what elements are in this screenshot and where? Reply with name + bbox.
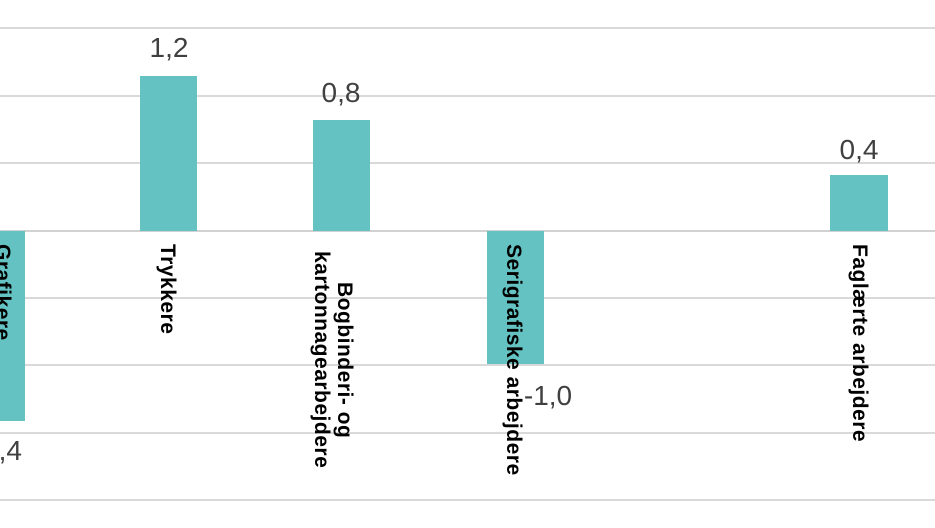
category-label-faglaerte: Faglærte arbejdere	[848, 244, 871, 443]
gridline-1_5	[0, 27, 935, 29]
value-label-serigrafiske: -1,0	[523, 380, 573, 411]
x-axis-zero-line	[0, 230, 935, 232]
gridline--1_0	[0, 364, 935, 366]
category-label-bogbinderi-line2: kartonnagearbejdere	[310, 251, 333, 469]
gridline--0_5	[0, 297, 935, 299]
gridline-1_0	[0, 95, 935, 97]
gridline--2_0	[0, 499, 935, 501]
bar-faglaerte[interactable]	[830, 175, 888, 231]
category-label-grafikere: Grafikere	[0, 244, 14, 341]
value-label-bogbinderi: 0,8	[321, 77, 361, 108]
value-label-faglaerte: 0,4	[839, 134, 879, 165]
category-label-serigrafiske: Serigrafiske arbejdere	[502, 244, 525, 476]
gridline--1_5	[0, 432, 935, 434]
bar-bogbinderi[interactable]	[313, 120, 370, 231]
category-label-bogbinderi: Bogbinderi- og kartonnagearbejdere	[310, 244, 356, 476]
gridline-0_5	[0, 162, 935, 164]
bar-trykkere[interactable]	[140, 76, 197, 231]
bar-grafikere[interactable]	[0, 231, 25, 421]
value-label-grafikere: -1,4	[0, 435, 22, 466]
value-label-trykkere: 1,2	[149, 32, 189, 63]
bar-serigrafiske[interactable]	[487, 231, 544, 364]
category-label-trykkere: Trykkere	[156, 244, 179, 335]
category-label-bogbinderi-line1: Bogbinderi- og	[333, 281, 356, 439]
